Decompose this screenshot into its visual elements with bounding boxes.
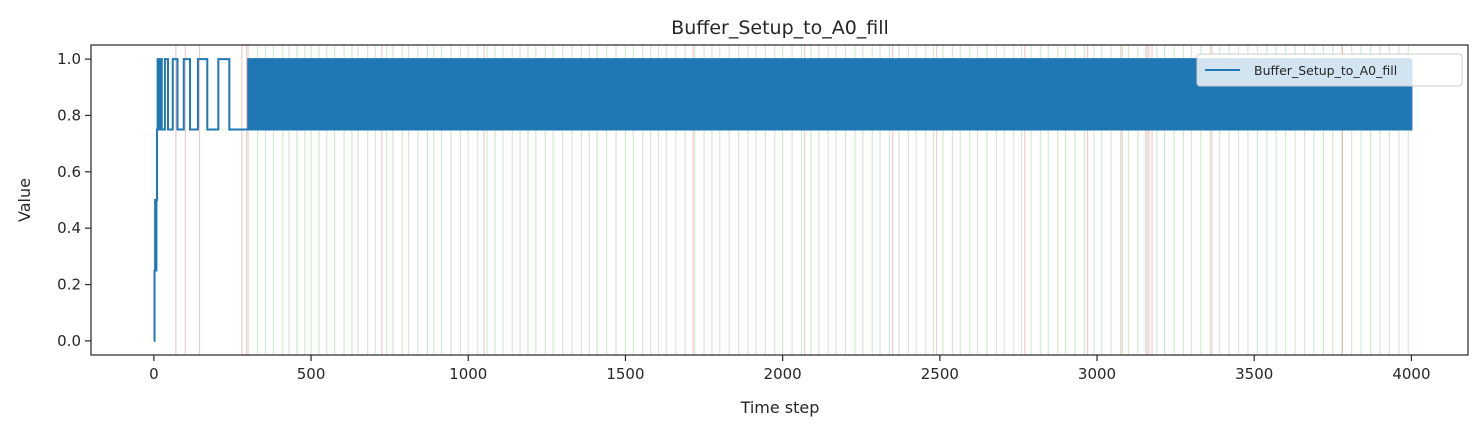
y-tick-label: 0.6 xyxy=(57,163,81,181)
legend: Buffer_Setup_to_A0_fill xyxy=(1196,53,1463,87)
series-layer xyxy=(153,58,1413,342)
y-tick-label: 0.4 xyxy=(57,219,81,237)
chart-title: Buffer_Setup_to_A0_fill xyxy=(671,17,889,39)
y-tick-label: 0.2 xyxy=(57,276,81,294)
y-tick-label: 1.0 xyxy=(57,50,81,68)
x-tick-label: 0 xyxy=(149,365,159,383)
x-tick-label: 1500 xyxy=(606,365,644,383)
x-tick-label: 3500 xyxy=(1235,365,1273,383)
x-axis-label: Time step xyxy=(740,398,820,417)
y-tick-label: 0.0 xyxy=(57,332,81,350)
x-tick-label: 2500 xyxy=(921,365,959,383)
series-line-0 xyxy=(153,58,1413,342)
legend-entry: Buffer_Setup_to_A0_fill xyxy=(1254,63,1397,78)
y-axis: 0.0 0.2 0.4 0.6 0.8 1.0 xyxy=(57,50,91,350)
y-axis-label: Value xyxy=(15,178,34,222)
x-tick-label: 4000 xyxy=(1392,365,1430,383)
y-tick-label: 0.8 xyxy=(57,106,81,124)
x-axis: 0 500 1000 1500 2000 2500 3000 3500 4000 xyxy=(149,355,1431,383)
x-tick-label: 3000 xyxy=(1078,365,1116,383)
plot-frame xyxy=(90,44,1469,356)
x-tick-label: 500 xyxy=(297,365,326,383)
x-tick-label: 2000 xyxy=(764,365,802,383)
legend-box xyxy=(1196,53,1463,87)
x-tick-label: 1000 xyxy=(449,365,487,383)
